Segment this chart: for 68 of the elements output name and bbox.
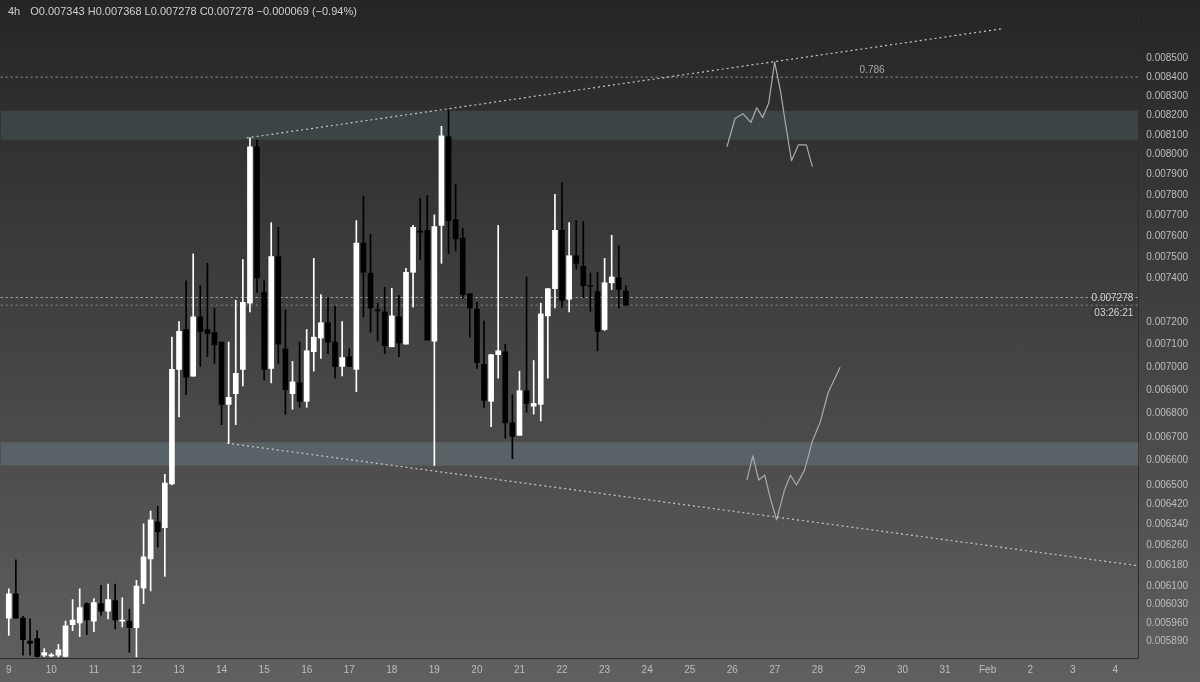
x-tick-label: 27 <box>769 663 781 675</box>
y-tick-label: 0.005960 <box>1146 616 1189 628</box>
candlestick <box>580 221 587 298</box>
x-tick-label: 15 <box>258 663 271 675</box>
x-tick-label: 9 <box>6 663 12 675</box>
annotation: 03:26:21 <box>1094 306 1134 318</box>
x-tick-label: 18 <box>386 663 398 675</box>
x-tick-label: 31 <box>939 663 952 675</box>
y-tick-label: 0.006900 <box>1146 383 1189 395</box>
x-tick-label: 26 <box>726 663 739 675</box>
y-tick-label: 0.007100 <box>1146 338 1189 350</box>
x-tick-label: 10 <box>45 663 58 675</box>
x-tick-label: 12 <box>130 663 143 675</box>
y-tick-label: 0.008100 <box>1146 128 1189 140</box>
y-tick-label: 0.006600 <box>1146 454 1189 466</box>
x-tick-label: 19 <box>428 663 441 675</box>
y-tick-label: 0.007400 <box>1146 272 1189 284</box>
y-tick-label: 0.006100 <box>1146 579 1189 591</box>
chart-subtitle: O0.007343 H0.007368 L0.007278 C0.007278 −0.000069 (−0.94%) <box>30 5 357 17</box>
x-tick-label: 17 <box>343 663 356 675</box>
x-tick-label: 25 <box>684 663 696 675</box>
x-tick-label: 13 <box>173 663 186 675</box>
x-tick-label: 21 <box>513 663 526 675</box>
x-tick-label: 20 <box>471 663 483 675</box>
y-tick-label: 0.007900 <box>1146 168 1189 180</box>
y-tick-label: 0.008400 <box>1146 70 1189 82</box>
x-tick-label: 16 <box>301 663 313 675</box>
y-tick-label: 0.007700 <box>1146 209 1189 221</box>
x-tick-label: 22 <box>556 663 569 675</box>
y-tick-label: 0.006700 <box>1146 430 1189 442</box>
x-tick-label: 2 <box>1027 663 1034 675</box>
candlestick <box>573 220 580 270</box>
candlestick <box>608 234 615 290</box>
x-tick-label: 29 <box>854 663 866 675</box>
x-tick-label: 11 <box>88 663 100 675</box>
candlestick <box>197 285 204 367</box>
y-tick-label: 0.008300 <box>1146 89 1189 101</box>
x-tick-label: 3 <box>1069 663 1076 675</box>
x-tick-label: Feb <box>979 663 997 675</box>
y-tick-label: 0.007600 <box>1146 230 1189 242</box>
y-tick-label: 0.007000 <box>1146 360 1189 372</box>
y-tick-label: 0.008500 <box>1146 52 1189 64</box>
x-tick-label: 23 <box>599 663 611 675</box>
y-tick-label: 0.007800 <box>1146 188 1189 200</box>
y-tick-label: 0.007200 <box>1146 316 1189 328</box>
x-tick-label: 24 <box>641 663 654 675</box>
ref-line-label: 0.007278 <box>1091 291 1134 303</box>
annotation: 0.786 <box>859 63 886 75</box>
chart-title: 4h <box>8 5 21 17</box>
candlestick <box>339 321 345 377</box>
y-tick-label: 0.006030 <box>1146 598 1189 610</box>
y-tick-label: 0.007500 <box>1146 251 1189 263</box>
y-tick-label: 0.006260 <box>1146 538 1189 550</box>
y-tick-label: 0.005890 <box>1146 635 1189 647</box>
x-tick-label: 28 <box>811 663 824 675</box>
y-tick-label: 0.006340 <box>1146 518 1189 530</box>
x-tick-label: 14 <box>216 663 228 675</box>
y-tick-label: 0.008000 <box>1146 148 1189 160</box>
x-tick-label: 30 <box>896 663 909 675</box>
y-tick-label: 0.008200 <box>1146 109 1189 121</box>
candlestick <box>615 245 622 309</box>
candlestick <box>232 300 239 426</box>
y-tick-label: 0.006800 <box>1146 406 1189 418</box>
x-tick-label: 4 <box>1112 663 1119 675</box>
candlestick <box>154 506 161 548</box>
y-tick-label: 0.006420 <box>1146 498 1189 510</box>
y-tick-label: 0.006500 <box>1146 478 1189 490</box>
y-tick-label: 0.006180 <box>1146 559 1189 571</box>
